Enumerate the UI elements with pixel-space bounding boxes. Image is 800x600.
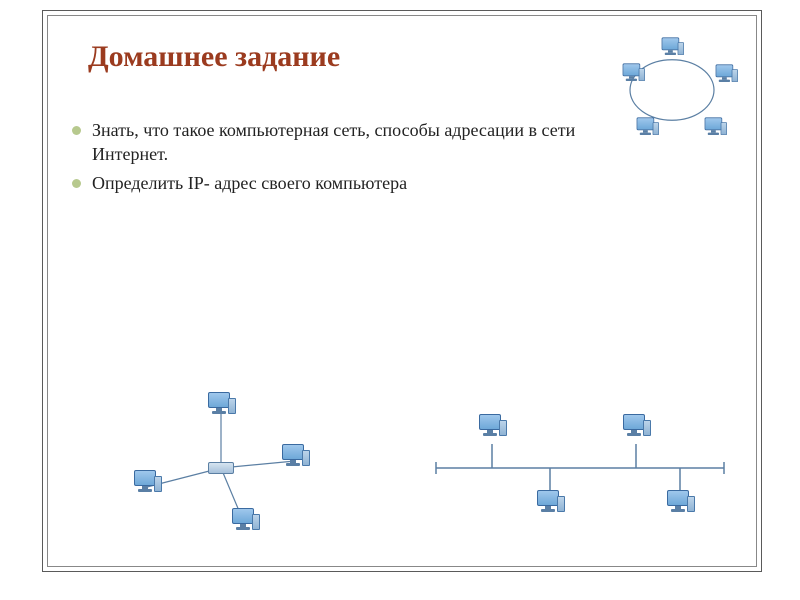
computer-icon (204, 392, 238, 426)
bullet-list: Знать, что такое компьютерная сеть, спос… (72, 118, 592, 199)
bullet-item: Определить IP- адрес своего компьютера (72, 171, 592, 195)
computer-icon (633, 117, 660, 144)
computer-icon (130, 470, 164, 504)
computer-icon (619, 63, 646, 90)
computer-icon (658, 37, 685, 64)
bus-topology-diagram (430, 390, 730, 550)
computer-icon (533, 490, 567, 524)
slide-title: Домашнее задание (88, 40, 340, 74)
computer-icon (712, 64, 739, 91)
hub-icon (208, 462, 234, 474)
computer-icon (228, 508, 262, 542)
star-topology-diagram (120, 380, 320, 550)
computer-icon (475, 414, 509, 448)
ring-topology-diagram (592, 28, 752, 148)
computer-icon (663, 490, 697, 524)
computer-icon (701, 117, 728, 144)
computer-icon (619, 414, 653, 448)
computer-icon (278, 444, 312, 478)
bullet-item: Знать, что такое компьютерная сеть, спос… (72, 118, 592, 167)
